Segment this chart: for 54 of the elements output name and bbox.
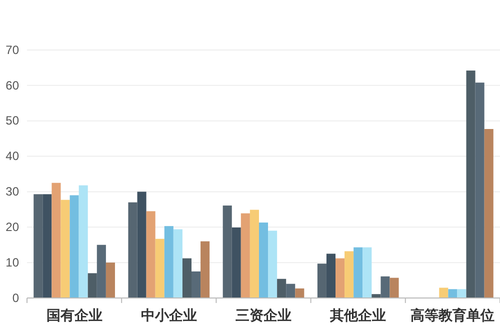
bar [466, 70, 476, 298]
bar [380, 276, 390, 298]
bar [317, 264, 326, 298]
bar [60, 200, 70, 298]
y-tick-label: 20 [6, 220, 20, 234]
x-tick-label: 中小企业 [140, 306, 197, 323]
bar [182, 258, 192, 298]
bar [277, 278, 286, 298]
bar [457, 289, 466, 298]
x-tick-label: 三资企业 [236, 306, 292, 323]
bar [137, 192, 146, 298]
bar [146, 211, 156, 298]
bar [484, 129, 494, 298]
y-tick-label: 50 [6, 114, 20, 128]
bar [70, 195, 79, 298]
y-tick-label: 40 [6, 149, 20, 164]
bar [164, 226, 174, 298]
bar [362, 247, 372, 298]
bar [222, 206, 232, 298]
y-tick-label: 60 [6, 78, 20, 92]
bar [96, 244, 106, 298]
y-tick-label: 0 [12, 290, 20, 305]
bar [240, 213, 250, 298]
bar [390, 278, 399, 298]
bar [192, 271, 201, 298]
y-tick-label: 70 [6, 42, 20, 57]
bar [336, 258, 345, 298]
bar [106, 262, 115, 298]
bar [78, 185, 88, 298]
bar [268, 230, 278, 298]
bar [286, 284, 296, 298]
bar [173, 229, 182, 298]
bar [42, 194, 52, 298]
bar [52, 182, 61, 298]
bar [88, 273, 97, 298]
y-tick-label: 10 [6, 255, 20, 270]
y-tick-label: 30 [6, 184, 20, 199]
x-tick-label: 其他企业 [329, 306, 386, 323]
bar [34, 194, 43, 298]
bar [258, 222, 268, 298]
bar [128, 202, 138, 298]
x-tick-label: 国有企业 [46, 306, 102, 323]
bar [295, 288, 304, 298]
bar [344, 251, 354, 298]
bar [448, 289, 458, 298]
bar [354, 247, 363, 298]
x-tick-label: 高等教育单位 [410, 306, 495, 323]
bar [326, 254, 336, 298]
bar [200, 241, 210, 298]
bar [250, 210, 259, 298]
bar [439, 288, 448, 298]
bar [232, 227, 241, 298]
bar [475, 82, 484, 298]
bar [155, 238, 164, 298]
